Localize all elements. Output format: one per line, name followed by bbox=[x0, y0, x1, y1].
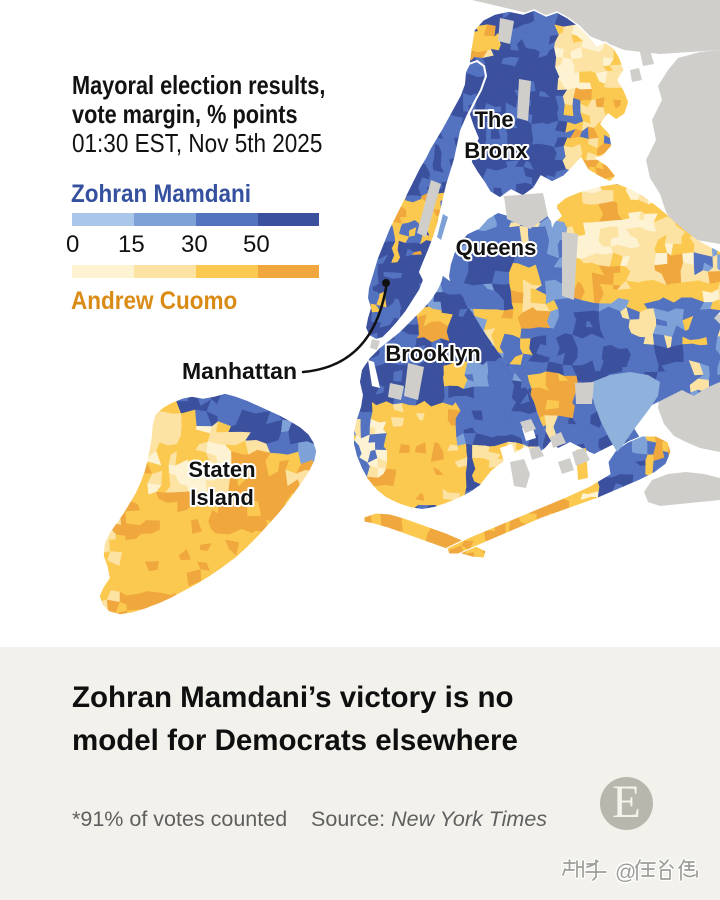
svg-text:Queens: Queens bbox=[456, 235, 537, 260]
svg-text:The: The bbox=[474, 107, 513, 132]
svg-text:Brooklyn: Brooklyn bbox=[385, 341, 480, 366]
svg-text:@: @ bbox=[615, 861, 636, 884]
svg-text:Manhattan: Manhattan bbox=[182, 358, 297, 384]
svg-text:Bronx: Bronx bbox=[464, 138, 528, 163]
svg-text:Island: Island bbox=[190, 485, 254, 510]
svg-text:Staten: Staten bbox=[188, 457, 255, 482]
